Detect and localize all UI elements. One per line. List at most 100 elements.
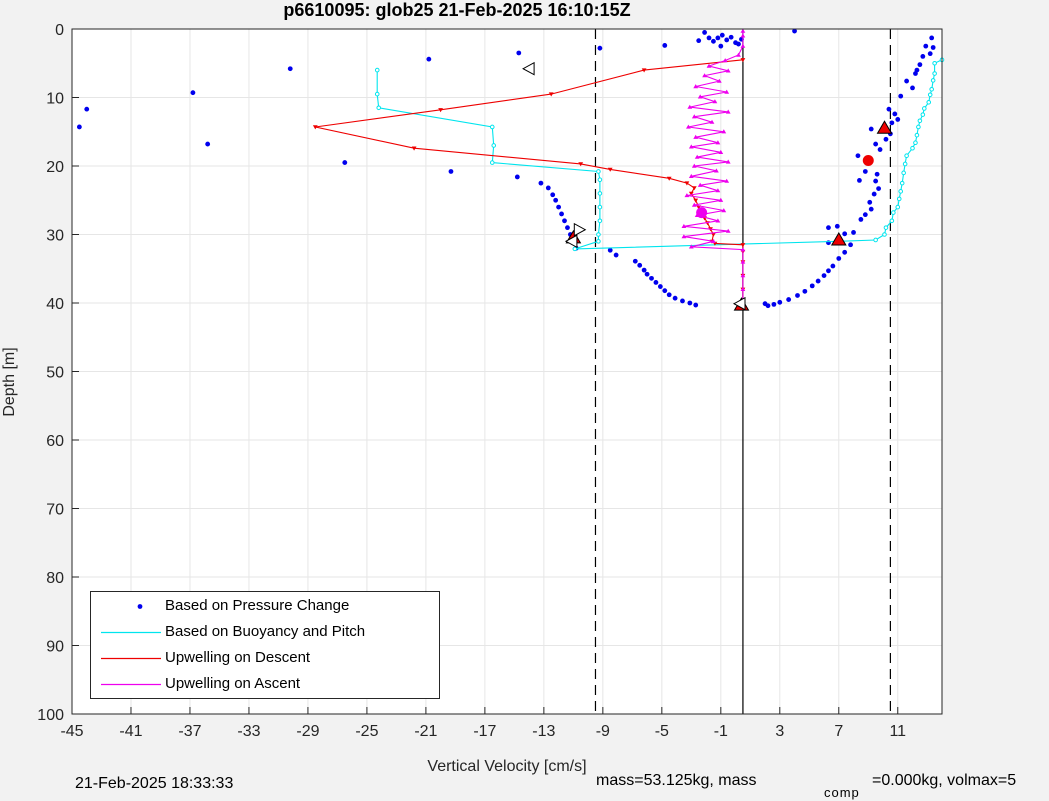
data-point [686,124,691,129]
data-point [929,86,934,92]
y-axis-label: Depth [m] [1,347,18,416]
data-point [607,167,613,172]
legend-item-pressure: Based on Pressure Change [91,594,441,619]
x-tick-label: 7 [834,723,843,740]
data-point [572,246,578,252]
x-tick-label: -21 [414,723,437,740]
data-point [342,160,348,165]
data-point [697,94,703,99]
special-marker-triangle-right [573,222,587,237]
data-point [714,168,719,173]
data-point [538,180,544,186]
data-point [898,189,904,194]
data-point [826,268,831,274]
data-point [632,258,638,264]
data-point [565,225,570,231]
data-point [76,124,82,130]
data-point [927,51,933,57]
data-point [792,28,797,34]
data-point [596,169,601,174]
data-point [809,283,815,289]
data-point [662,43,668,48]
x-tick-label: -17 [473,723,496,740]
data-point [926,99,932,105]
data-point [923,43,929,49]
data-point [578,162,584,167]
data-point [693,134,699,139]
x-tick-label: -9 [596,723,610,740]
data-point [376,105,382,111]
special-marker-triangle-up [830,232,847,246]
data-point [691,163,697,168]
y-tick-label: 10 [46,91,64,108]
data-point [691,114,697,119]
footer-mass-subscript: comp [824,785,860,800]
data-point [716,78,722,83]
data-point [910,85,915,91]
axis-ticks: -45 -41 -37 -33 -29 -25 -21 -17 -13 -9 -5 -1 3 7 11010… [37,22,906,740]
data-point [892,111,898,117]
data-point [516,50,522,56]
data-point [205,141,211,147]
data-point [851,230,856,235]
data-point [898,93,904,99]
data-point [914,132,920,138]
data-point [740,58,746,63]
data-point [411,146,417,151]
data-point [681,234,687,239]
data-point [693,302,699,308]
data-point [920,112,926,117]
footer-mass: mass=53.125kg, mass [596,772,757,789]
x-tick-label: -33 [237,723,260,740]
data-point [932,71,937,76]
x-tick-label: -41 [119,723,142,740]
data-point [868,126,874,132]
data-point [873,178,879,184]
legend-item-ascent: Upwelling on Ascent [91,672,441,697]
data-point [312,125,318,130]
data-point [913,140,918,146]
data-point [688,173,694,178]
data-point [740,28,746,33]
data-point [448,169,454,174]
data-point [693,198,699,203]
special-marker-circle [862,155,874,167]
data-point [910,145,915,151]
data-point [876,186,881,192]
data-point [858,217,864,222]
data-point [489,160,495,165]
data-point [917,118,923,124]
x-tick-label: -29 [296,723,319,740]
data-point [902,161,908,167]
data-point [914,67,920,73]
series-based-on-pressure-change [76,28,936,309]
data-point [597,218,603,224]
data-point [190,90,196,96]
data-point [715,188,721,193]
data-point [438,108,443,113]
data-point [374,67,380,73]
data-point [842,231,848,237]
data-point [922,106,927,111]
data-point [548,92,554,97]
data-point [688,244,694,249]
data-point [842,249,848,255]
data-point [666,292,672,298]
x-tick-label: -1 [714,723,728,740]
data-point [901,170,906,176]
data-point [597,191,603,196]
data-point [562,218,567,224]
legend-label-descent: Upwelling on Descent [165,649,311,666]
data-point [657,284,663,289]
data-point [613,252,619,258]
data-point [927,92,933,98]
data-point [740,33,746,38]
data-point [597,177,603,182]
data-point [666,176,672,181]
data-point [715,218,721,223]
data-point [722,58,728,63]
data-point [706,63,712,68]
special-marker-circle [696,207,708,219]
data-point [740,259,746,264]
data-point [834,223,840,229]
